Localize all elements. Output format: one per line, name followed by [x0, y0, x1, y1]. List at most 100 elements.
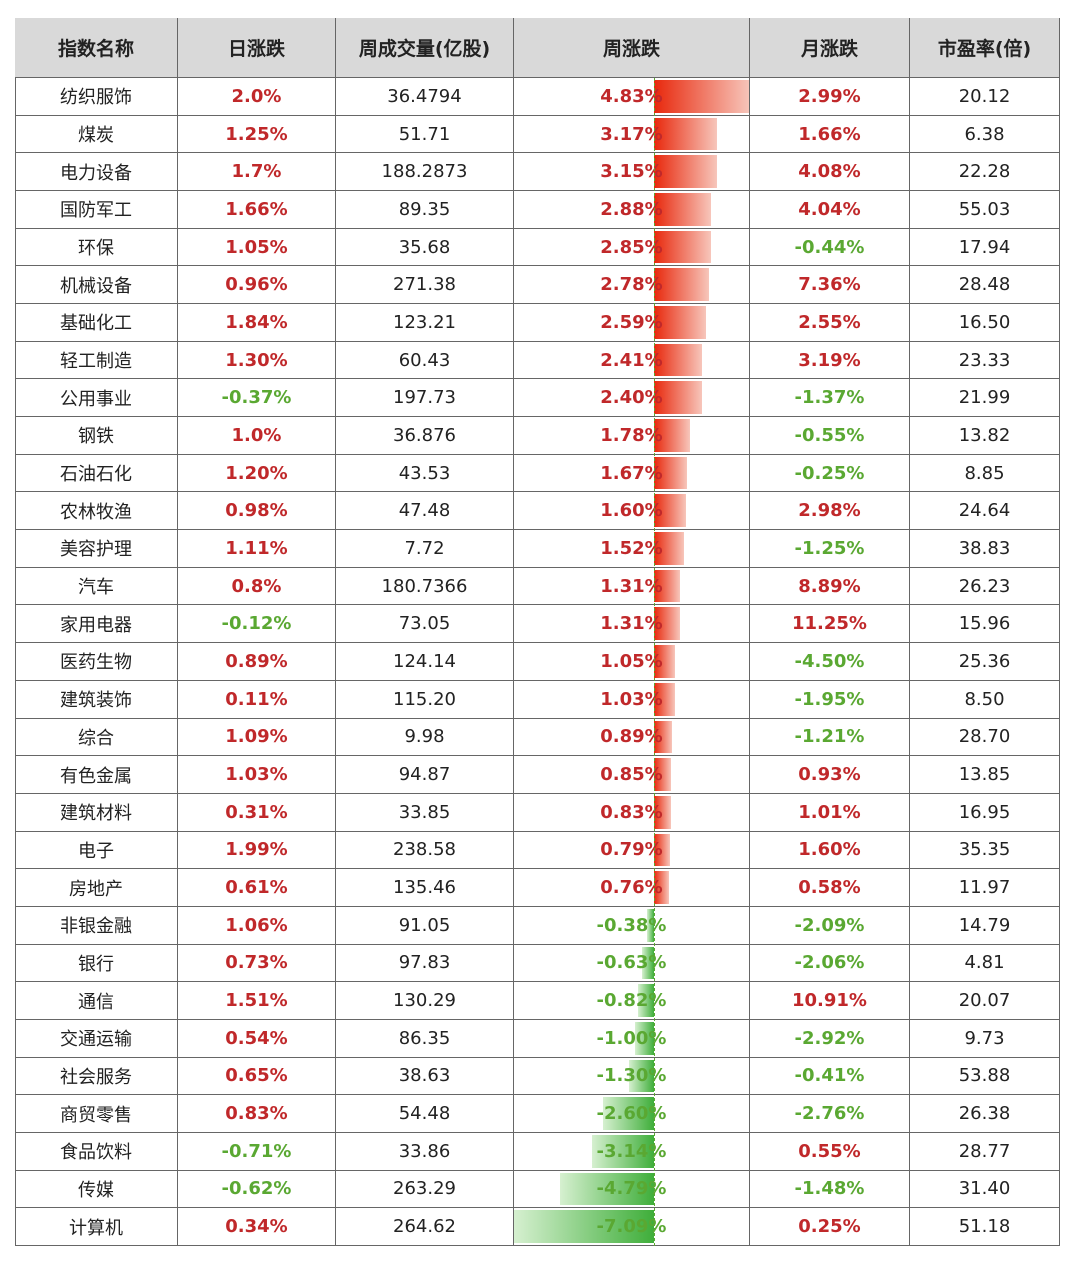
- cell-text: 3.15%: [600, 161, 663, 183]
- weekly-bar: [654, 419, 690, 452]
- cell-text: 0.79%: [600, 839, 663, 861]
- header-cell: 周成交量(亿股): [336, 18, 514, 78]
- cell: 美容护理: [15, 530, 178, 568]
- cell: 6.38: [910, 115, 1060, 154]
- cell-text: 1.66%: [798, 123, 861, 145]
- cell-text: 1.99%: [225, 839, 288, 861]
- cell: 计算机: [15, 1208, 178, 1246]
- cell: 石油石化: [15, 454, 178, 493]
- cell-text: 36.4794: [387, 85, 462, 107]
- cell: 17.94: [910, 228, 1060, 267]
- cell-text: 180.7366: [381, 575, 468, 597]
- cell-text: -2.60%: [596, 1103, 667, 1125]
- cell: 0.83%: [514, 793, 750, 832]
- weekly-bar: [654, 230, 711, 264]
- weekly-bar: [654, 645, 676, 678]
- cell-text: 1.78%: [600, 424, 663, 446]
- cell-text: 0.58%: [798, 877, 861, 899]
- cell-text: -0.12%: [221, 613, 292, 635]
- cell-text: 电力设备: [60, 162, 132, 184]
- cell-text: 1.7%: [231, 161, 282, 183]
- cell-text: 1.31%: [600, 613, 663, 635]
- cell: 43.53: [336, 454, 514, 493]
- cell: -2.92%: [750, 1019, 910, 1058]
- cell-text: 1.06%: [225, 914, 288, 936]
- cell-text: 26.38: [958, 1103, 1011, 1125]
- cell: 1.60%: [514, 492, 750, 531]
- weekly-bar: [559, 1172, 655, 1206]
- cell-text: 11.97: [958, 877, 1011, 899]
- cell: 91.05: [336, 906, 514, 945]
- cell-text: 医药生物: [60, 652, 132, 674]
- cell: 26.23: [910, 567, 1060, 606]
- cell: 2.85%: [514, 228, 750, 267]
- cell: 115.20: [336, 680, 514, 719]
- header-text: 指数名称: [57, 38, 134, 60]
- cell-text: 1.09%: [225, 726, 288, 748]
- cell-text: 0.55%: [798, 1140, 861, 1162]
- cell: 煤炭: [15, 115, 178, 154]
- cell: 2.88%: [514, 191, 750, 229]
- cell-text: 交通运输: [60, 1029, 132, 1051]
- cell: 4.04%: [750, 191, 910, 229]
- cell-text: -0.38%: [596, 914, 667, 936]
- weekly-bar: [654, 381, 702, 415]
- cell: 36.876: [336, 417, 514, 455]
- cell: 0.83%: [178, 1095, 336, 1133]
- weekly-bar: [654, 871, 670, 904]
- cell-text: 0.8%: [231, 575, 282, 597]
- zero-line: [654, 78, 656, 1246]
- weekly-bar: [602, 1097, 655, 1130]
- cell: 8.85: [910, 454, 1060, 493]
- cell-text: 20.12: [958, 85, 1011, 107]
- cell: 0.89%: [514, 718, 750, 757]
- cell-text: -1.30%: [596, 1065, 667, 1087]
- cell: -2.09%: [750, 906, 910, 945]
- cell-text: -4.79%: [596, 1178, 667, 1200]
- weekly-bar: [654, 682, 675, 716]
- cell-text: 31.40: [958, 1178, 1011, 1200]
- cell-text: 4.08%: [798, 161, 861, 183]
- header-cell: 指数名称: [15, 18, 178, 78]
- cell: 0.31%: [178, 793, 336, 832]
- cell: 机械设备: [15, 266, 178, 305]
- cell-text: 银行: [78, 953, 114, 975]
- cell-text: 1.0%: [231, 424, 282, 446]
- cell-text: 55.03: [958, 198, 1011, 220]
- weekly-bar: [654, 758, 672, 791]
- cell: 综合: [15, 718, 178, 757]
- cell-text: -0.63%: [596, 952, 667, 974]
- weekly-bar: [654, 494, 687, 528]
- cell: -0.12%: [178, 605, 336, 644]
- cell: 2.40%: [514, 379, 750, 418]
- cell-text: -0.82%: [596, 990, 667, 1012]
- cell: 53.88: [910, 1057, 1060, 1096]
- cell-text: 4.04%: [798, 198, 861, 220]
- cell-text: 35.68: [398, 236, 451, 258]
- cell: 51.18: [910, 1208, 1060, 1246]
- cell: 11.25%: [750, 605, 910, 644]
- cell: 9.98: [336, 718, 514, 757]
- cell-text: 1.11%: [225, 537, 288, 559]
- cell: 0.55%: [750, 1132, 910, 1171]
- cell: 电子: [15, 831, 178, 870]
- cell: 建筑装饰: [15, 680, 178, 719]
- cell: -0.41%: [750, 1057, 910, 1096]
- cell-text: 传媒: [78, 1179, 114, 1201]
- header-text: 市盈率(倍): [937, 38, 1032, 60]
- cell: 家用电器: [15, 605, 178, 644]
- cell: 公用事业: [15, 379, 178, 418]
- cell-text: 24.64: [958, 500, 1011, 522]
- cell-text: 3.17%: [600, 123, 663, 145]
- cell: 13.82: [910, 417, 1060, 455]
- cell-text: 264.62: [393, 1216, 456, 1238]
- cell-text: -0.62%: [221, 1178, 292, 1200]
- cell-text: 建筑材料: [60, 803, 132, 825]
- cell-text: 197.73: [393, 387, 456, 409]
- cell: -0.71%: [178, 1132, 336, 1171]
- cell: 89.35: [336, 191, 514, 229]
- cell: 1.01%: [750, 793, 910, 832]
- cell: 55.03: [910, 191, 1060, 229]
- cell: 263.29: [336, 1170, 514, 1209]
- cell-text: 9.98: [404, 726, 445, 748]
